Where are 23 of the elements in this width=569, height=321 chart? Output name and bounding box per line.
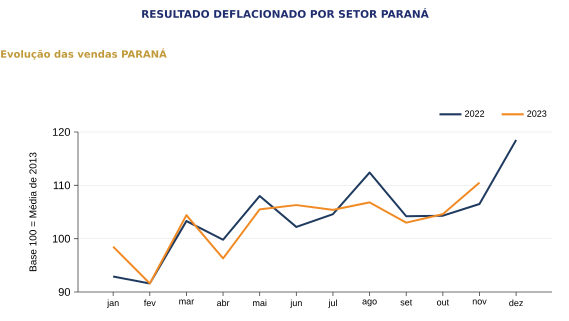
chart-subtitle: Evolução das vendas PARANÁ	[1, 48, 167, 60]
line-series	[112, 182, 480, 284]
x-tick-label: fev	[144, 300, 156, 306]
y-tick-label: 100	[52, 234, 70, 243]
legend-label: 2022	[465, 110, 484, 117]
y-tick-label: 90	[58, 288, 70, 296]
chart-title: RESULTADO DEFLACIONADO POR SETOR PARANÁ	[142, 8, 429, 18]
line-series	[112, 139, 518, 284]
x-tick-label: jan	[106, 300, 119, 308]
x-tick-label: jun	[290, 300, 302, 308]
x-tick-label: mai	[253, 300, 266, 306]
x-tick-label: mar	[179, 300, 194, 304]
x-tick-label: ago	[362, 300, 377, 306]
x-tick-label: jul	[328, 300, 337, 308]
y-axis-title: Base 100 = Média de 2013	[29, 152, 36, 272]
x-tick-label: out	[436, 300, 450, 306]
y-tick-label: 110	[54, 181, 70, 190]
x-tick-label: set	[400, 300, 412, 306]
x-tick-label: abr	[216, 300, 230, 306]
x-tick-label: nov	[472, 300, 487, 304]
y-tick-label: 120	[52, 128, 70, 136]
x-tick-label: dez	[509, 300, 523, 306]
legend-label: 2023	[527, 110, 546, 117]
